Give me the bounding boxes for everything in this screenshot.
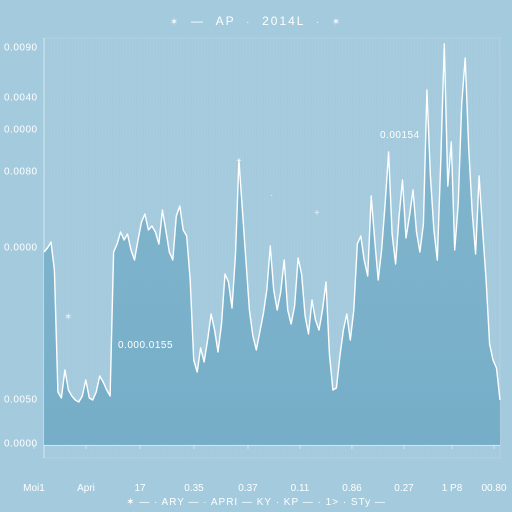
x-tick-label: Apri	[77, 483, 95, 494]
sparkle-decoration: +	[236, 156, 242, 167]
y-tick-label: 0.0090	[4, 43, 38, 54]
x-tick-label: 0.86	[342, 483, 361, 494]
y-tick-label: 0.0080	[4, 167, 38, 178]
x-tick-label: 1 P8	[442, 483, 463, 494]
chart-annotation: 0.000.0155	[118, 340, 173, 351]
x-tick-label: Moi1	[23, 483, 45, 494]
x-tick-label: 0.27	[394, 483, 413, 494]
x-tick-label: 0.35	[184, 483, 203, 494]
chart-svg	[0, 0, 512, 512]
y-tick-label: 0.0000	[4, 439, 38, 450]
x-tick-label: 17	[134, 483, 145, 494]
x-tick-label: 0.11	[291, 483, 310, 494]
y-tick-label: 0.0040	[4, 93, 38, 104]
chart-legend: ✶ — · ARY — · APRI — KY · KP — · 1> · ST…	[0, 497, 512, 508]
x-tick-label: 0.37	[238, 483, 257, 494]
chart-annotation: 0.00154	[380, 130, 420, 141]
sparkle-decoration: ·	[270, 190, 273, 201]
chart-root: ✶ — AP · 2014L · ✶ ✶ — · ARY — · APRI — …	[0, 0, 512, 512]
y-tick-label: 0.0000	[4, 243, 38, 254]
x-tick-label: 00.80	[481, 483, 506, 494]
y-tick-label: 0.0050	[4, 395, 38, 406]
sparkle-decoration: ✶	[64, 312, 72, 323]
chart-title: ✶ — AP · 2014L · ✶	[0, 14, 512, 28]
sparkle-decoration: +	[314, 208, 320, 219]
y-tick-label: 0.0000	[4, 125, 38, 136]
